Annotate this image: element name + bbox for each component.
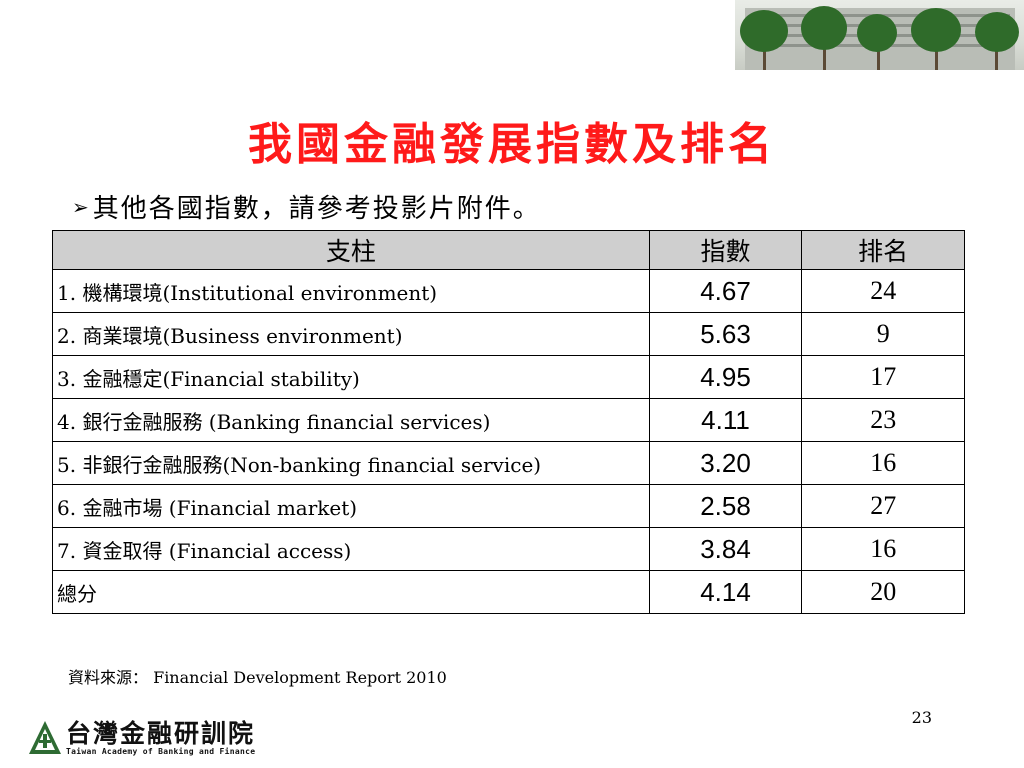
table-row: 1. 機構環境(Institutional environment) 4.67 … (52, 269, 965, 313)
row-rank: 17 (801, 355, 965, 399)
row-label: 5. 非銀行金融服務(Non-banking financial service… (52, 441, 650, 485)
row-rank: 16 (801, 441, 965, 485)
row-label: 4. 銀行金融服務 (Banking financial services) (52, 398, 650, 442)
table-row: 7. 資金取得 (Financial access) 3.84 16 (52, 527, 965, 571)
row-label: 7. 資金取得 (Financial access) (52, 527, 650, 571)
header-index: 指數 (648, 230, 803, 270)
table-header-row: 支柱 指數 排名 (52, 230, 965, 270)
bullet-text: 其他各國指數，請參考投影片附件。 (92, 194, 541, 224)
logo-subtitle: Taiwan Academy of Banking and Finance (66, 746, 256, 756)
logo-name: 台灣金融研訓院 (66, 718, 256, 748)
table-row: 6. 金融市場 (Financial market) 2.58 27 (52, 484, 965, 528)
header-pillar: 支柱 (52, 230, 650, 270)
row-rank: 23 (801, 398, 965, 442)
row-index: 4.14 (648, 570, 803, 614)
institute-logo: 台灣金融研訓院 Taiwan Academy of Banking and Fi… (28, 720, 255, 756)
row-rank: 20 (801, 570, 965, 614)
page-number: 23 (911, 708, 932, 727)
arrow-bullet-icon: ➢ (72, 194, 91, 219)
row-index: 4.95 (648, 355, 803, 399)
header-photo (735, 0, 1024, 70)
row-index: 2.58 (648, 484, 803, 528)
row-index: 4.67 (648, 269, 803, 313)
row-index: 3.84 (648, 527, 803, 571)
table-row-total: 總分 4.14 20 (52, 570, 965, 614)
table-row: 3. 金融穩定(Financial stability) 4.95 17 (52, 355, 965, 399)
row-label: 1. 機構環境(Institutional environment) (52, 269, 650, 313)
table-row: 5. 非銀行金融服務(Non-banking financial service… (52, 441, 965, 485)
row-label: 3. 金融穩定(Financial stability) (52, 355, 650, 399)
row-label: 總分 (52, 570, 650, 614)
row-rank: 27 (801, 484, 965, 528)
index-table: 支柱 指數 排名 1. 機構環境(Institutional environme… (52, 230, 965, 614)
table-row: 4. 銀行金融服務 (Banking financial services) 4… (52, 398, 965, 442)
bullet-line: ➢ 其他各國指數，請參考投影片附件。 (72, 188, 541, 225)
row-index: 5.63 (648, 312, 803, 356)
logo-emblem-icon (29, 721, 61, 754)
source-note: 資料來源： Financial Development Report 2010 (68, 668, 447, 687)
table-row: 2. 商業環境(Business environment) 5.63 9 (52, 312, 965, 356)
row-rank: 9 (801, 312, 965, 356)
row-index: 4.11 (648, 398, 803, 442)
slide-title: 我國金融發展指數及排名 (248, 119, 776, 170)
row-rank: 24 (801, 269, 965, 313)
row-label: 2. 商業環境(Business environment) (52, 312, 650, 356)
row-index: 3.20 (648, 441, 803, 485)
header-rank: 排名 (801, 230, 965, 270)
row-label: 6. 金融市場 (Financial market) (52, 484, 650, 528)
row-rank: 16 (801, 527, 965, 571)
